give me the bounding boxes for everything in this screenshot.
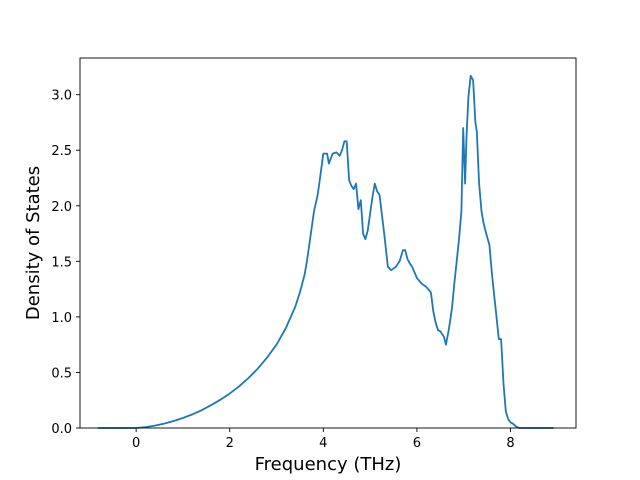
- y-tick-label: 2.5: [51, 144, 72, 159]
- y-tick-label: 1.5: [51, 255, 72, 270]
- x-tick-label: 8: [506, 436, 514, 451]
- x-tick-label: 6: [413, 436, 421, 451]
- x-tick-label: 0: [132, 436, 140, 451]
- plot-area-background: [80, 58, 576, 428]
- y-axis-label: Density of States: [23, 166, 44, 320]
- x-tick-label: 2: [226, 436, 234, 451]
- y-tick-label: 1.0: [51, 311, 72, 326]
- y-tick-label: 0.0: [51, 422, 72, 437]
- x-axis-label: Frequency (THz): [255, 454, 402, 475]
- axis-ticks: 0 2 4 6 8 0.0 0.5 1.0 1.5 2.0 2.5 3.0: [51, 89, 514, 451]
- y-tick-label: 0.5: [51, 366, 72, 381]
- plot-frame: [79, 57, 577, 429]
- y-tick-label: 2.0: [51, 200, 72, 215]
- dos-series-line: [97, 74, 554, 429]
- x-tick-label: 4: [319, 436, 327, 451]
- y-tick-label: 3.0: [51, 89, 72, 104]
